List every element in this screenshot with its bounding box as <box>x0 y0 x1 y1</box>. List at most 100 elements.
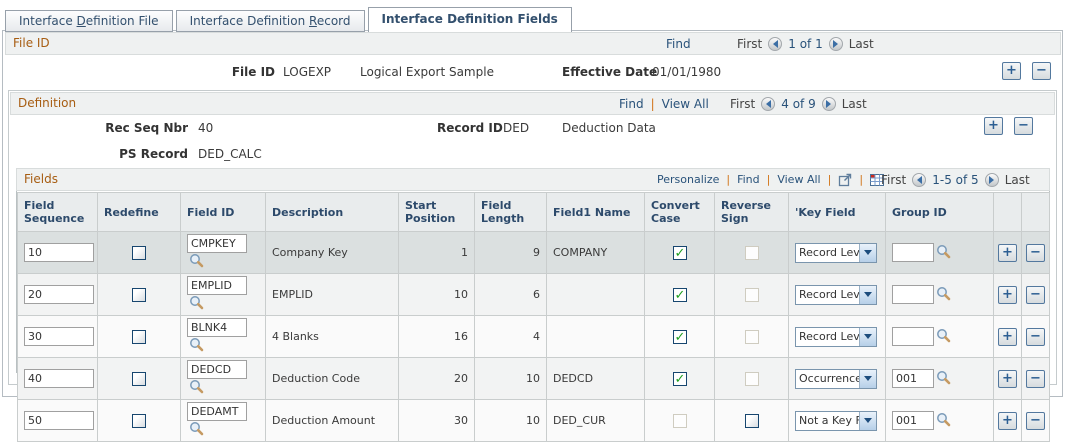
convert-case-checkbox[interactable] <box>672 371 687 387</box>
grid-header-row: Field Sequence Redefine Field ID Descrip… <box>17 192 1050 232</box>
redefine-checkbox[interactable] <box>132 287 146 302</box>
definition-delete-row-button[interactable]: − <box>1014 117 1033 135</box>
fields-grid-header: Fields <box>16 168 1050 191</box>
row-add-button[interactable]: + <box>998 411 1017 430</box>
lookup-magnifier-icon[interactable] <box>189 296 204 313</box>
lookup-magnifier-icon[interactable] <box>189 338 204 355</box>
definition-view-all-link[interactable]: View All <box>661 96 709 111</box>
field-id-input[interactable] <box>187 276 247 295</box>
lookup-magnifier-icon[interactable] <box>189 254 204 271</box>
personalize-link[interactable]: Personalize <box>657 173 720 186</box>
lookup-magnifier-icon[interactable] <box>189 422 204 439</box>
definition-add-row-button[interactable]: + <box>984 117 1003 135</box>
convert-case-checkbox[interactable] <box>672 245 687 261</box>
row-delete-button[interactable]: − <box>1026 285 1045 304</box>
redefine-checkbox[interactable] <box>132 329 146 344</box>
row-add-button[interactable]: + <box>998 327 1017 346</box>
field-id-input[interactable] <box>187 234 247 253</box>
fields-grid-pager: First 1-5 of 5 Last <box>881 169 1030 190</box>
field-id-input[interactable] <box>187 402 247 421</box>
tab-label: Interface Definition <box>189 14 310 28</box>
redefine-checkbox[interactable] <box>132 371 146 386</box>
download-grid-icon[interactable] <box>870 173 885 187</box>
reverse-sign-checkbox[interactable] <box>744 245 759 260</box>
convert-case-checkbox[interactable] <box>672 287 687 303</box>
file-find-link[interactable]: Find <box>666 36 691 51</box>
field-id-input[interactable] <box>187 318 247 337</box>
group-id-input[interactable] <box>892 369 934 388</box>
ps-record-value: DED_CALC <box>198 147 262 161</box>
file-delete-row-button[interactable]: − <box>1032 62 1051 80</box>
row-delete-button[interactable]: − <box>1026 411 1045 430</box>
next-rows-arrow-icon[interactable] <box>984 172 999 187</box>
lookup-magnifier-icon[interactable] <box>936 244 951 262</box>
convert-case-checkbox[interactable] <box>672 413 687 428</box>
field-id-input[interactable] <box>187 360 247 379</box>
group-id-input[interactable] <box>892 285 934 304</box>
tab-interface-definition-record[interactable]: Interface Definition Record <box>175 10 365 32</box>
key-field-select[interactable]: Not a Key F <box>795 410 877 431</box>
key-field-value: Occurrence <box>799 371 859 385</box>
tab-label: Interface Definition Fields <box>381 12 558 26</box>
grid-view-all-link[interactable]: View All <box>777 173 821 186</box>
row-add-button[interactable]: + <box>998 369 1017 388</box>
row-add-button[interactable]: + <box>998 285 1017 304</box>
table-row: Company Key 1 9 COMPANY Record Lev + − <box>17 231 1050 274</box>
reverse-sign-checkbox[interactable] <box>744 413 759 428</box>
prev-rows-arrow-icon[interactable] <box>912 172 927 187</box>
table-row: Deduction Code 20 10 DEDCD Occurrence + … <box>17 357 1050 400</box>
group-id-input[interactable] <box>892 243 934 262</box>
lookup-magnifier-icon[interactable] <box>936 328 951 346</box>
prev-row-arrow-icon[interactable] <box>761 96 776 111</box>
tab-interface-definition-file[interactable]: Interface Definition File <box>5 10 173 32</box>
record-id-value: DED <box>503 121 530 135</box>
row-add-button[interactable]: + <box>998 243 1017 262</box>
row-delete-button[interactable]: − <box>1026 327 1045 346</box>
key-field-select[interactable]: Record Lev <box>795 284 877 305</box>
definition-find-link[interactable]: Find <box>619 96 644 111</box>
reverse-sign-checkbox[interactable] <box>744 329 759 344</box>
convert-case-checkbox[interactable] <box>672 329 687 345</box>
reverse-sign-checkbox[interactable] <box>744 371 759 386</box>
key-field-select[interactable]: Record Lev <box>795 242 877 263</box>
next-row-arrow-icon[interactable] <box>821 96 836 111</box>
field-sequence-input[interactable] <box>24 243 94 262</box>
grid-find-link[interactable]: Find <box>737 173 760 186</box>
lookup-magnifier-icon[interactable] <box>936 370 951 388</box>
lookup-magnifier-icon[interactable] <box>189 380 204 397</box>
definition-section-title: Definition <box>18 96 77 110</box>
field-sequence-input[interactable] <box>24 285 94 304</box>
col-reverse-sign: Reverse Sign <box>714 192 789 232</box>
lookup-magnifier-icon[interactable] <box>936 286 951 304</box>
prev-row-arrow-icon[interactable] <box>768 36 783 51</box>
start-position-cell: 20 <box>398 357 475 400</box>
chevron-down-icon <box>859 411 876 430</box>
pager-last-label: Last <box>841 96 867 111</box>
pager-last-label: Last <box>1004 172 1030 187</box>
field1-name-cell <box>546 273 645 316</box>
field1-name-cell: DEDCD <box>546 357 645 400</box>
row-delete-button[interactable]: − <box>1026 369 1045 388</box>
start-position-cell: 10 <box>398 273 475 316</box>
zoom-popout-icon[interactable] <box>838 173 852 187</box>
chevron-down-icon <box>859 327 876 346</box>
key-field-select[interactable]: Record Lev <box>795 326 877 347</box>
row-delete-button[interactable]: − <box>1026 243 1045 262</box>
group-id-input[interactable] <box>892 327 934 346</box>
next-row-arrow-icon[interactable] <box>828 36 843 51</box>
group-id-input[interactable] <box>892 411 934 430</box>
redefine-checkbox[interactable] <box>132 245 146 260</box>
record-description: Deduction Data <box>562 121 656 135</box>
col-field1-name: Field1 Name <box>546 192 645 232</box>
reverse-sign-checkbox[interactable] <box>744 287 759 302</box>
tab-label: efinition File <box>85 14 159 28</box>
key-field-select[interactable]: Occurrence <box>795 368 877 389</box>
table-row: Deduction Amount 30 10 DED_CUR Not a Key… <box>17 399 1050 442</box>
lookup-magnifier-icon[interactable] <box>936 412 951 430</box>
file-add-row-button[interactable]: + <box>1002 62 1021 80</box>
tab-interface-definition-fields[interactable]: Interface Definition Fields <box>367 7 572 32</box>
field-sequence-input[interactable] <box>24 411 94 430</box>
field-sequence-input[interactable] <box>24 369 94 388</box>
field-sequence-input[interactable] <box>24 327 94 346</box>
redefine-checkbox[interactable] <box>132 413 146 428</box>
